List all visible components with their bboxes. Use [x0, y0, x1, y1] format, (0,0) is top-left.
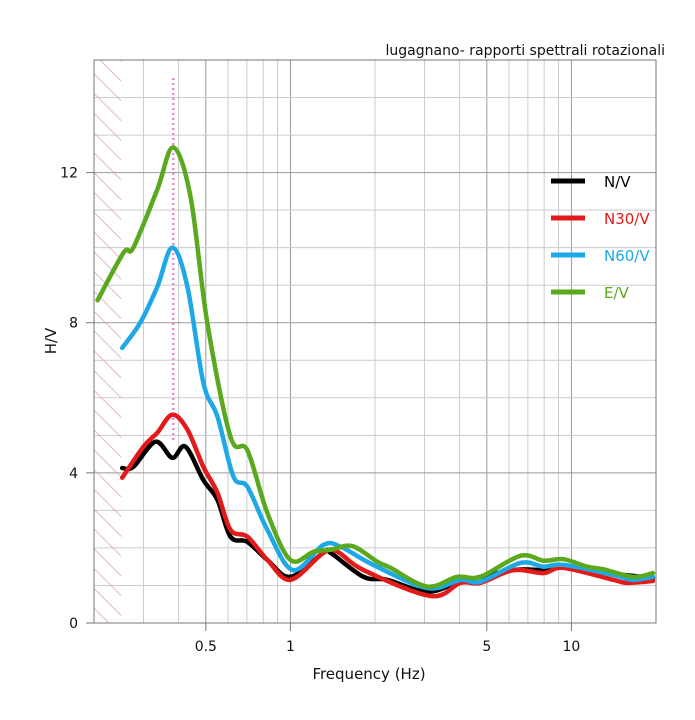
legend-label: E/V	[604, 284, 630, 302]
x-axis-label: Frequency (Hz)	[312, 665, 425, 683]
ticks: 0.5 1 5 10 0 4 8 12	[60, 166, 580, 655]
plot-frame	[93, 59, 657, 624]
y-tick-label: 4	[69, 466, 78, 482]
legend: N/V N30/V N60/V E/V	[551, 173, 650, 302]
legend-label: N60/V	[604, 247, 650, 265]
y-axis-label: H/V	[42, 327, 60, 354]
series-line-n30-v	[119, 412, 656, 599]
x-tick-label: 0.5	[195, 639, 217, 655]
excluded-band-hatch	[94, 60, 122, 623]
chart-title: lugagnano- rapporti spettrali rotazional…	[386, 43, 665, 59]
x-tick-label: 5	[482, 639, 491, 655]
x-tick-label: 10	[562, 639, 580, 655]
legend-label: N/V	[604, 173, 631, 191]
series-line-n60-v	[119, 245, 656, 591]
series-line-e-v	[95, 145, 656, 589]
legend-label: N30/V	[604, 210, 650, 228]
y-tick-label: 0	[69, 616, 78, 632]
y-tick-label: 12	[60, 166, 78, 182]
y-tick-label: 8	[69, 316, 78, 332]
x-tick-label: 1	[286, 639, 295, 655]
grid	[93, 60, 657, 623]
series-group	[95, 145, 656, 599]
